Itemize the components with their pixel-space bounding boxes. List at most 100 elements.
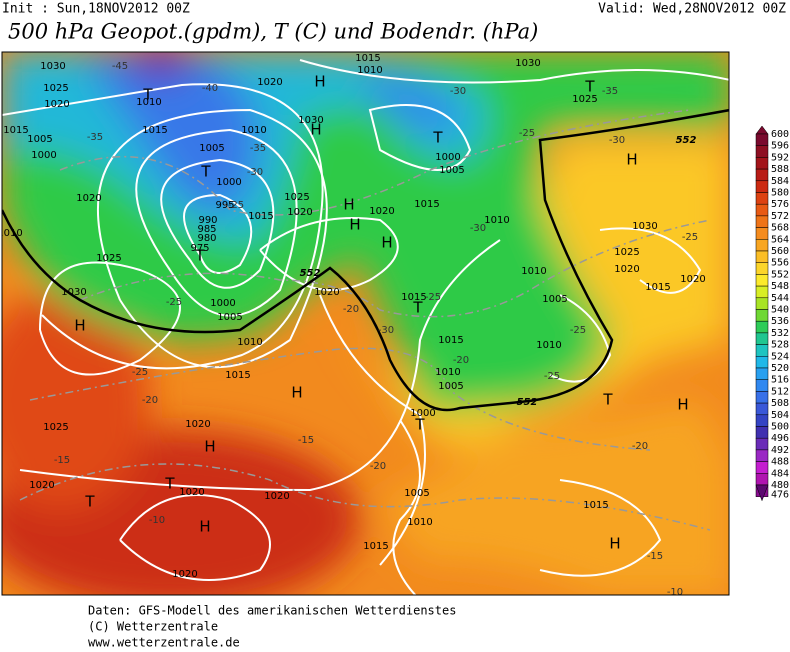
isobar-label: 1015 [3,125,28,136]
temperature-label: -30 [378,325,394,336]
isobar-label: 985 [197,224,216,235]
isotherms [19,109,711,531]
colorbar-label: 600 [771,129,789,140]
colorbar-swatch [755,414,769,427]
temperature-label: -30 [609,135,625,146]
isobar-label: 1025 [284,192,309,203]
isobar-label: 1020 [257,77,282,88]
colorbar-swatch [755,391,769,404]
isobar-label: 1025 [96,253,121,264]
isobar-label: 1025 [43,422,68,433]
colorbar-swatch [755,367,769,380]
temperature-label: -25 [132,367,148,378]
colorbar-label: 496 [771,433,789,444]
colorbar-label: 524 [771,351,789,362]
colorbar-swatch [755,473,769,486]
temperature-label: -25 [228,200,244,211]
isobar-label: 1030 [61,287,86,298]
thickness-label: 552 [300,268,321,279]
colorbar-label: 548 [771,281,789,292]
thickness-label: 552 [676,135,697,146]
isobar-label: 1020 [172,569,197,580]
isobar-label: 1015 [414,199,439,210]
temperature-label: -15 [647,551,663,562]
colorbar-swatch [755,145,769,158]
colorbar-label: 568 [771,223,789,234]
isobar-label: 1020 [369,206,394,217]
colorbar-swatch [755,320,769,334]
colorbar-swatch [755,461,769,474]
temperature-label: -40 [202,83,218,94]
temperature-label: -20 [453,355,469,366]
isobar-label: 1015 [248,211,273,222]
isobar-label: 1020 [185,419,210,430]
init-time: Init : Sun,18NOV2012 00Z [2,2,190,17]
isobar-label: 1000 [216,177,241,188]
isobar-label: 1015 [225,370,250,381]
temperature-label: -20 [142,395,158,406]
colorbar-swatch [755,274,769,287]
isobar-label: 1010 [357,65,382,76]
isobar-label: 1030 [632,221,657,232]
colorbar-label: 572 [771,211,789,222]
isobar-label: 1010 [435,367,460,378]
isobar-label: 1015 [363,541,388,552]
pressure-center: T [84,493,95,511]
colorbar-cap [755,125,769,135]
temperature-label: -45 [112,61,128,72]
isobar-label: 1005 [404,488,429,499]
colorbar-label: 492 [771,445,789,456]
pressure-center: T [414,416,425,434]
isobar-label: 1020 [179,487,204,498]
isobar-label: 1000 [435,152,460,163]
isobar-label: 1000 [210,298,235,309]
map-frame [1,51,730,596]
pressure-center: T [194,247,205,265]
colorbar-label: 540 [771,305,789,316]
colorbar-swatch [755,168,769,182]
thickness-552 [2,108,729,412]
isobar-label: 1020 [614,264,639,275]
isobar-label: 1010 [536,340,561,351]
title: 500 hPa Geopot.(gpdm), T (C) und Bodendr… [8,20,538,44]
isobar-label: 1010 [484,215,509,226]
colorbar-label: 508 [771,398,789,409]
isobar-label: 1010 [521,266,546,277]
isobar-label: 1005 [439,165,464,176]
isobar-label: 1020 [264,491,289,502]
isobar-label: 1005 [542,294,567,305]
colorbar-label: 596 [771,141,789,152]
temperature-label: -15 [54,455,70,466]
colorbar-swatch [755,297,769,310]
colorbar-swatch [755,449,769,462]
colorbar-label: 512 [771,386,789,397]
colorbar-cap [755,484,769,502]
colorbar-swatch [755,239,769,252]
isobar-label: 1020 [44,99,69,110]
isobar-label: 1020 [287,207,312,218]
footer-url: www.wetterzentrale.de [88,636,240,649]
isobar-label: 1025 [43,83,68,94]
colorbar-swatch [755,250,769,263]
isobar-label: 1010 [407,517,432,528]
colorbar-swatch [755,426,769,439]
colorbar-label: 552 [771,269,789,280]
temperature-label: -25 [519,128,535,139]
temperature-label: -25 [682,232,698,243]
temperature-label: -25 [166,297,182,308]
temperature-label: -30 [470,223,486,234]
pressure-center: T [602,391,613,409]
temperature-label: -10 [667,587,683,598]
isobar-label: 1020 [314,287,339,298]
colorbar-swatch [755,180,769,193]
pressure-center: H [381,234,392,252]
footer-source: Daten: GFS-Modell des amerikanischen Wet… [88,604,456,618]
colorbar-label: 580 [771,188,789,199]
pressure-center: H [314,73,325,91]
isobar-label: 1010 [136,97,161,108]
colorbar-swatch [755,402,769,416]
pressure-center: T [164,475,175,493]
pressure-center: T [584,78,595,96]
isobar-label: 995 [215,200,234,211]
